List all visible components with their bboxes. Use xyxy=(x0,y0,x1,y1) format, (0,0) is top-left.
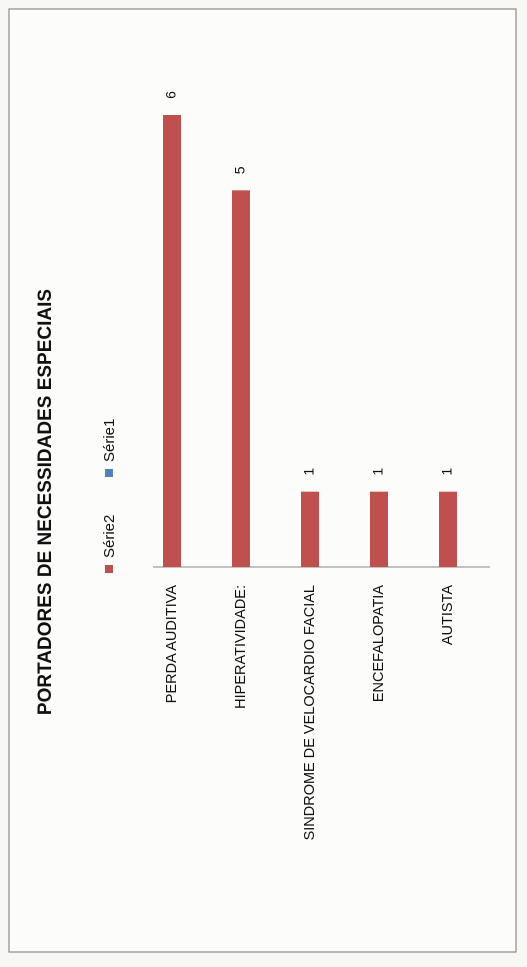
chart-border xyxy=(8,8,517,953)
bar xyxy=(301,491,319,567)
bar xyxy=(163,115,181,567)
bar xyxy=(370,491,388,567)
data-label: 1 xyxy=(370,468,386,476)
data-label: 6 xyxy=(163,91,179,99)
data-label: 1 xyxy=(301,468,317,476)
x-tick-label: HIPERATIVIDADE: xyxy=(233,585,249,709)
bar xyxy=(232,190,250,568)
bar xyxy=(439,491,457,567)
x-tick-label: PERDA AUDITIVA xyxy=(164,585,180,704)
legend-label: Série1 xyxy=(101,419,118,462)
legend-label: Série2 xyxy=(101,515,118,558)
legend-swatch xyxy=(105,565,113,573)
data-label: 1 xyxy=(439,468,455,476)
chart-title: PORTADORES DE NECESSIDADES ESPECIAIS xyxy=(35,289,56,715)
x-tick-label: SINDROME DE VELOCARDIO FACIAL xyxy=(302,585,318,840)
x-tick-label: ENCEFALOPATIA xyxy=(371,585,387,702)
x-tick-label: AUTISTA xyxy=(440,585,456,645)
data-label: 5 xyxy=(232,166,248,174)
legend-swatch xyxy=(105,469,113,477)
